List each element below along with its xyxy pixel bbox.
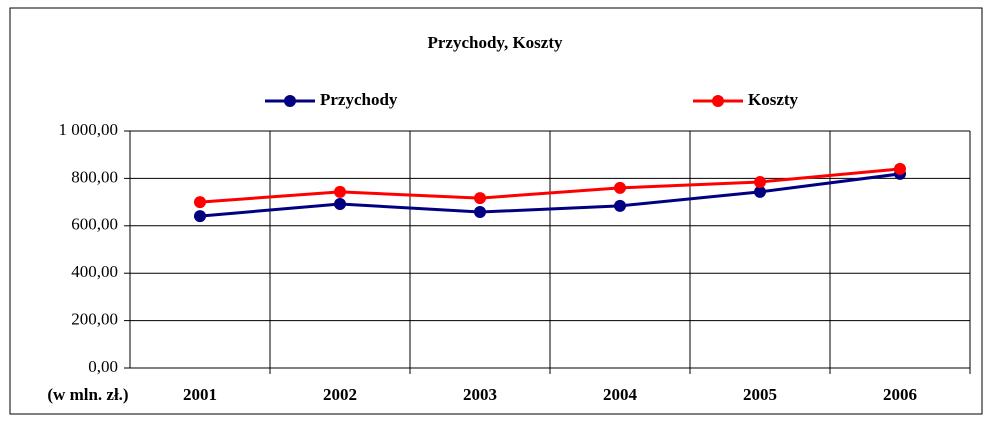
series-line bbox=[199, 167, 901, 204]
x-tick-label: 2004 bbox=[603, 385, 638, 404]
chart-title: Przychody, Koszty bbox=[427, 33, 563, 52]
data-point bbox=[754, 175, 766, 188]
data-point bbox=[194, 210, 206, 223]
data-point bbox=[614, 181, 626, 194]
data-point bbox=[474, 206, 486, 219]
data-point bbox=[754, 185, 766, 198]
x-tick-label: 2005 bbox=[743, 385, 777, 404]
x-tick-label: 2001 bbox=[183, 385, 217, 404]
data-point bbox=[474, 192, 486, 205]
x-tick-label: 2006 bbox=[883, 385, 917, 404]
data-point bbox=[894, 162, 906, 175]
y-tick-label: 400,00 bbox=[71, 262, 118, 281]
data-point bbox=[194, 196, 206, 209]
x-tick-label: 2002 bbox=[323, 385, 357, 404]
data-point bbox=[334, 197, 346, 210]
y-tick-label: 1 000,00 bbox=[59, 120, 119, 139]
legend-marker bbox=[712, 95, 724, 107]
data-point bbox=[614, 199, 626, 212]
y-tick-label: 0,00 bbox=[88, 357, 118, 376]
series-line bbox=[199, 172, 901, 218]
data-point bbox=[334, 185, 346, 198]
y-tick-label: 800,00 bbox=[71, 167, 118, 186]
legend-label: Koszty bbox=[748, 90, 799, 109]
x-tick-label: 2003 bbox=[463, 385, 497, 404]
x-axis-label: (w mln. zł.) bbox=[47, 385, 128, 404]
legend-marker bbox=[284, 95, 296, 107]
y-tick-label: 200,00 bbox=[71, 310, 118, 329]
y-tick-label: 600,00 bbox=[71, 215, 118, 234]
legend-label: Przychody bbox=[320, 90, 398, 109]
